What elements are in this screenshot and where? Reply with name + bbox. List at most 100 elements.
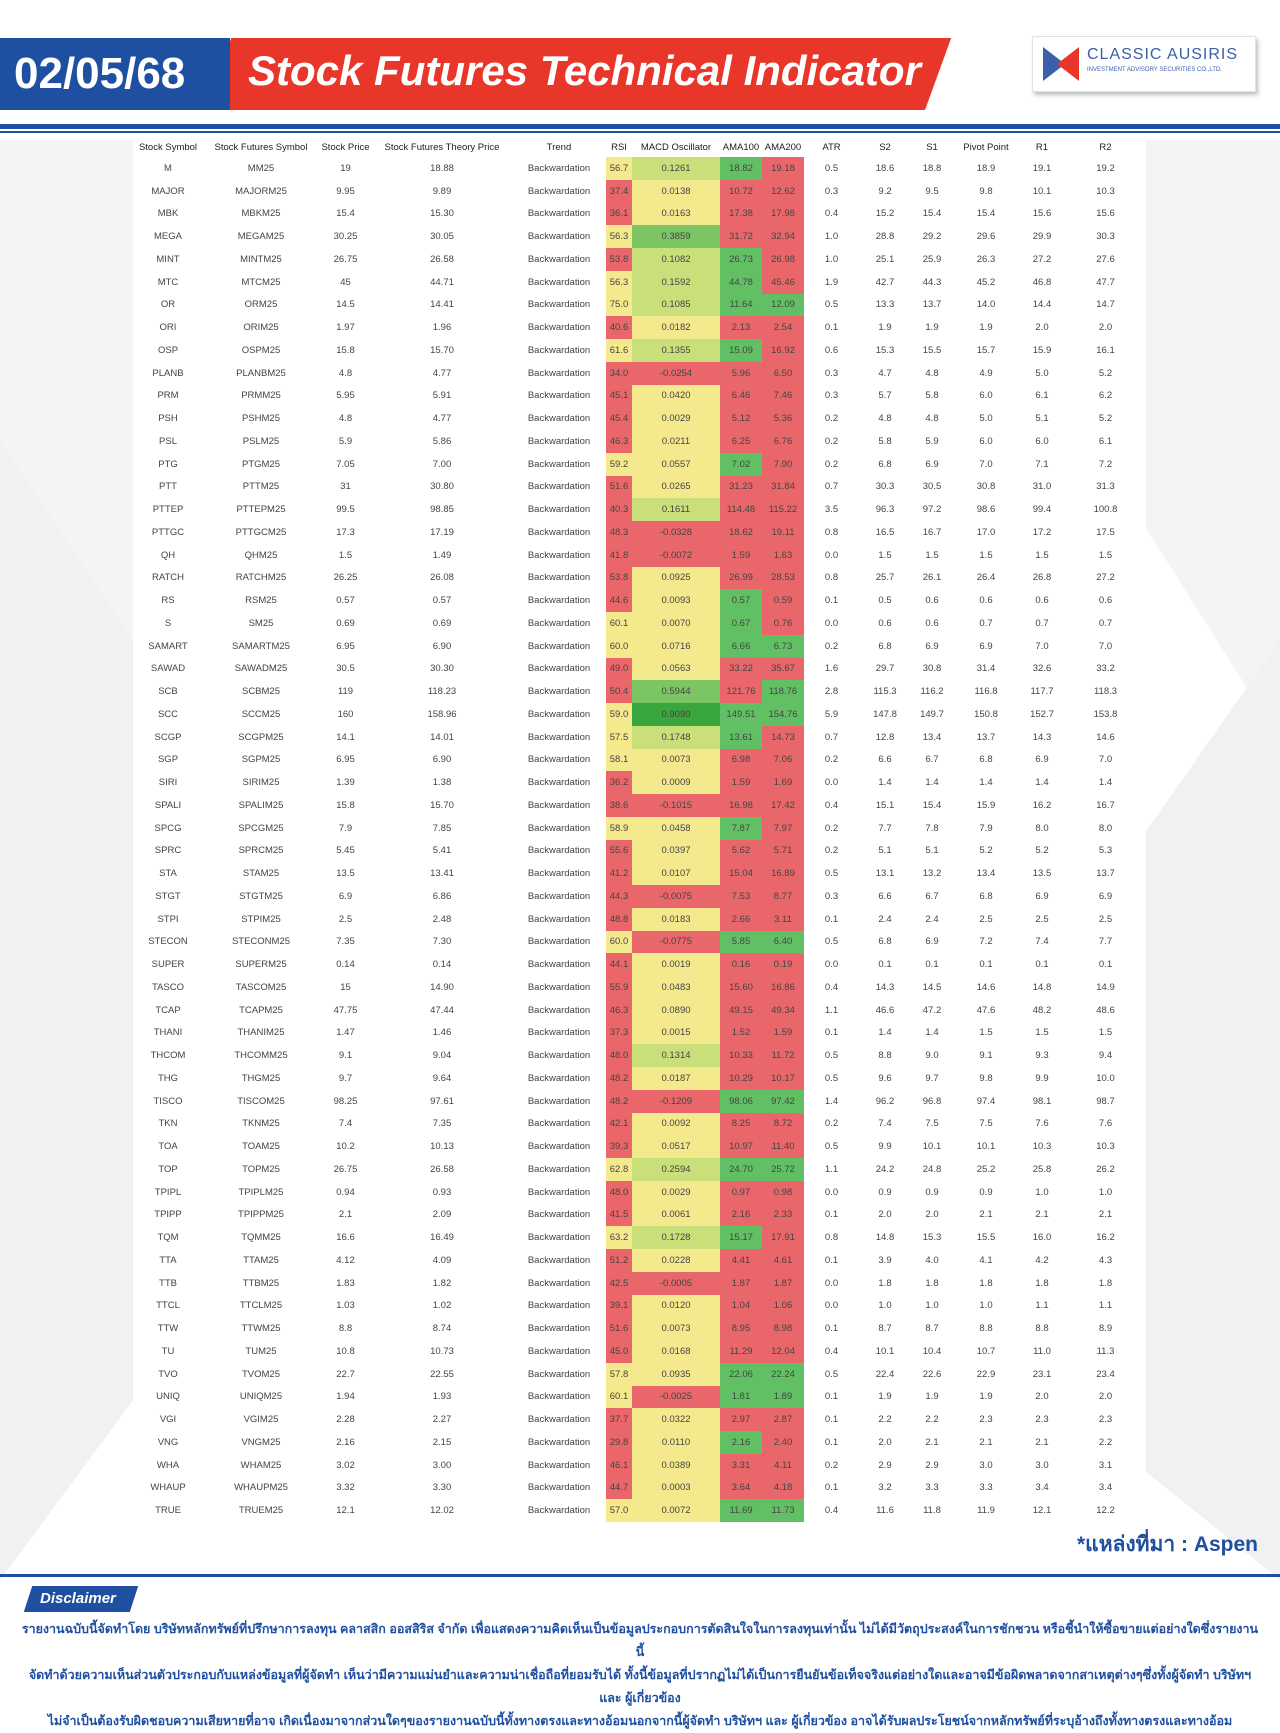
cell-ama100: 7.87 [720,816,762,840]
cell-stock-symbol: TU [161,1345,175,1357]
cell-s2: 30.3 [875,481,895,493]
cell-stock-futures-theory-price: 3.00 [432,1459,452,1471]
cell-ama200: 2.33 [762,1203,804,1227]
cell-macd-oscillator: 0.1085 [632,293,720,317]
cell-stock-symbol: TTA [159,1254,177,1266]
cell-pivot-point: 29.6 [976,231,996,243]
cell-r2: 3.1 [1098,1459,1113,1471]
cell-r1: 27.2 [1032,253,1052,265]
cell-stock-futures-theory-price: 16.49 [430,1232,454,1244]
cell-stock-futures-theory-price: 30.30 [430,663,454,675]
cell-pivot-point: 14.0 [976,299,996,311]
cell-r1: 3.4 [1035,1482,1049,1494]
column-header-s1: S1 [926,141,938,153]
cell-s1: 7.5 [925,1118,939,1130]
cell-ama200: 1.59 [762,1021,804,1045]
cell-r2: 1.4 [1098,777,1113,789]
cell-ama200: 6.50 [762,361,804,385]
cell-macd-oscillator: -0.0005 [632,1271,720,1295]
indicator-table-panel: Stock Symbol Stock Futures Symbol Stock Pr… [133,137,1146,1532]
cell-atr: 3.5 [824,504,839,516]
cell-s2: 1.0 [878,1300,892,1312]
cell-pivot-point: 26.4 [976,572,996,584]
cell-r2: 6.2 [1098,390,1113,402]
cell-ama200: 17.98 [762,202,804,226]
cell-s1: 1.9 [925,1391,939,1403]
cell-stock-price: 15 [340,981,351,993]
cell-ama200: 0.98 [762,1180,804,1204]
cell-stock-futures-symbol: RSM25 [245,595,277,607]
cell-stock-futures-symbol: TCAPM25 [239,1004,283,1016]
cell-trend: Backwardation [527,435,591,447]
cell-atr: 0.1 [824,913,839,925]
column-header-stock-price: Stock Price [321,141,370,153]
cell-r2: 6.1 [1098,435,1113,447]
cell-s2: 11.6 [876,1505,894,1517]
disclaimer-label: Disclaimer [40,1590,116,1607]
cell-s2: 2.9 [878,1459,892,1471]
cell-ama200: 1.87 [762,1271,804,1295]
cell-rsi: 37.7 [606,1408,632,1431]
cell-rsi: 42.5 [606,1271,632,1295]
cell-ama100: 16.98 [720,794,762,817]
cell-stock-futures-theory-price: 14.01 [430,731,454,743]
table-row: TOP TOPM25 26.75 26.58 Backwardation 62.8 0.25… [133,1158,1146,1181]
cell-stock-futures-symbol: PSLM25 [242,435,280,447]
cell-rsi: 56.3 [606,270,632,294]
cell-trend: Backwardation [527,162,591,174]
cell-stock-symbol: THCOM [150,1050,186,1062]
cell-pivot-point: 10.7 [976,1345,996,1357]
cell-stock-futures-theory-price: 118.23 [427,686,457,698]
cell-r1: 6.9 [1035,890,1049,902]
cell-atr: 0.1 [824,1209,839,1221]
table-row: SPCG SPCGM25 7.9 7.85 Backwardation 58.9 0.045… [133,816,1146,840]
cell-macd-oscillator: 0.0070 [632,612,720,635]
cell-s2: 0.6 [878,617,892,629]
table-row: TTA TTAM25 4.12 4.09 Backwardation 51.2 0.0228… [133,1249,1146,1272]
cell-rsi: 45.4 [606,407,632,430]
cell-stock-price: 9.95 [336,185,355,197]
cell-r2: 2.5 [1098,913,1113,925]
table-row: ORI ORIM25 1.97 1.96 Backwardation 40.6 0.0182… [133,316,1146,339]
cell-s2: 2.2 [878,1414,892,1426]
cell-stock-price: 5.95 [336,390,355,402]
cell-trend: Backwardation [527,1186,591,1198]
cell-stock-symbol: TKN [158,1118,178,1130]
cell-r2: 2.1 [1098,1209,1113,1221]
cell-s1: 24.8 [922,1163,942,1175]
cell-trend: Backwardation [527,1072,591,1084]
cell-pivot-point: 9.1 [979,1050,993,1062]
cell-s1: 15.4 [922,208,942,220]
cell-atr: 0.4 [824,1345,839,1357]
cell-s2: 1.8 [878,1277,892,1289]
cell-stock-price: 1.83 [336,1277,355,1289]
cell-trend: Backwardation [527,1027,591,1039]
cell-s2: 6.8 [878,458,892,470]
cell-r1: 2.3 [1035,1414,1049,1426]
cell-stock-symbol: PTTGC [151,526,185,538]
cell-s2: 1.5 [878,549,892,561]
cell-r1: 2.5 [1035,913,1049,925]
cell-trend: Backwardation [527,959,591,971]
cell-s1: 1.8 [925,1277,939,1289]
cell-atr: 0.1 [824,1254,839,1266]
cell-macd-oscillator: 0.1355 [632,339,720,362]
cell-trend: Backwardation [527,913,591,925]
cell-stock-symbol: TTB [159,1277,177,1289]
cell-r1: 17.2 [1032,526,1052,538]
cell-r1: 0.7 [1035,617,1049,629]
cell-rsi: 75.0 [606,293,632,317]
cell-stock-price: 9.1 [338,1050,353,1062]
cell-r2: 6.9 [1098,890,1113,902]
cell-ama200: 6.76 [762,430,804,453]
cell-macd-oscillator: -0.0072 [632,543,720,567]
cell-ama100: 149.51 [720,703,762,726]
cell-ama100: 1.52 [720,1021,762,1045]
cell-macd-oscillator: 0.0563 [632,657,720,681]
cell-s2: 29.7 [875,663,895,675]
cell-macd-oscillator: 0.0072 [632,1499,720,1522]
cell-atr: 0.5 [824,936,839,948]
cell-r2: 33.2 [1096,663,1115,675]
cell-stock-futures-theory-price: 7.30 [432,936,452,948]
cell-pivot-point: 17.0 [976,526,996,538]
